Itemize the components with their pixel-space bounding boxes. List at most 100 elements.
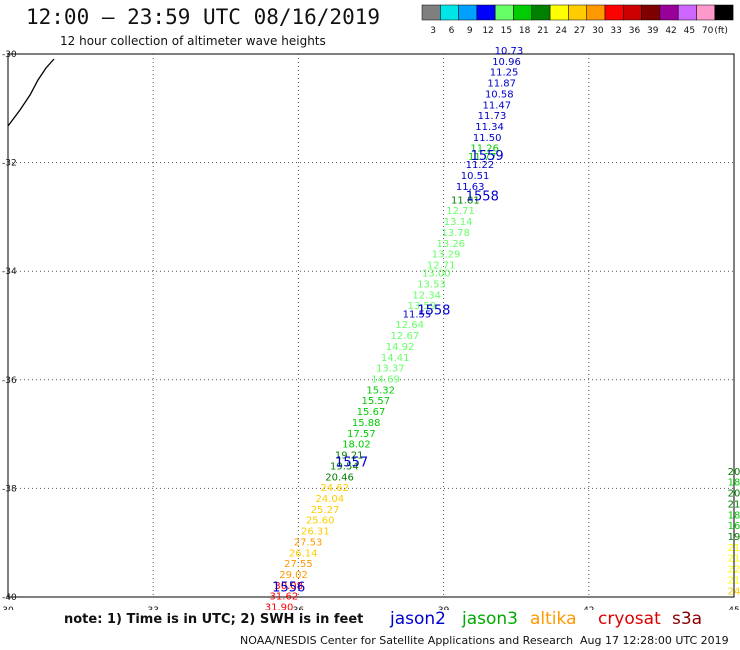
- colorbar-tick-label: 33: [610, 26, 621, 36]
- legend-entry-s3a: s3a: [672, 609, 703, 629]
- wave-height-value: 16: [728, 521, 740, 532]
- wave-height-value: 11.22: [466, 160, 495, 171]
- wave-height-value: 12.67: [391, 331, 420, 342]
- colorbar-tick-label: 27: [574, 26, 585, 36]
- legend-entry-jason3: jason3: [462, 609, 518, 629]
- wave-height-value: 10.58: [485, 89, 514, 100]
- wave-height-value: 14.69: [371, 375, 400, 386]
- pass-number-label: 1556: [272, 581, 305, 596]
- colorbar-swatch: [714, 4, 734, 21]
- colorbar-tick-label: 21: [537, 26, 548, 36]
- wave-height-value: 11.34: [475, 122, 504, 133]
- wave-height-value: 13.53: [417, 279, 446, 290]
- wave-height-value: 24: [728, 586, 740, 597]
- wave-height-value: 11.26: [470, 144, 499, 155]
- wave-height-value: 10.96: [492, 57, 521, 68]
- colorbar-tick-label: 18: [519, 26, 531, 36]
- note-text: note: 1) Time is in UTC; 2) SWH is in fe…: [64, 612, 364, 627]
- colorbar-tick-label: 9: [467, 26, 473, 36]
- wave-height-value: 24.04: [316, 494, 345, 505]
- lat-tick-label: -36: [2, 376, 17, 386]
- pass-number-label: 1558: [466, 190, 499, 205]
- wave-height-value: 12.71: [446, 206, 475, 217]
- wave-height-value: 26.31: [301, 527, 330, 538]
- lon-tick-label: 39: [438, 606, 450, 610]
- credit-text: NOAA/NESDIS Center for Satellite Applica…: [240, 634, 574, 647]
- wave-height-value: 19.21: [335, 451, 364, 462]
- wave-height-value: 11.77: [468, 152, 497, 163]
- pass-number-label: 1558: [417, 304, 450, 319]
- lon-tick-label: 42: [583, 606, 594, 610]
- wave-height-value: 13.14: [444, 217, 473, 228]
- wave-height-value: 25.27: [311, 505, 340, 516]
- wave-height-value: 25.60: [306, 516, 335, 527]
- wave-height-value: 12.64: [395, 320, 424, 331]
- wave-height-value: 21: [728, 543, 740, 554]
- colorbar-tick-label: 45: [684, 26, 695, 36]
- wave-height-value: 30.08: [274, 581, 303, 592]
- wave-height-value: 15.67: [357, 407, 386, 418]
- wave-height-value: 27.55: [284, 559, 313, 570]
- wave-height-value: 11.81: [451, 195, 480, 206]
- lon-tick-label: 30: [2, 606, 14, 610]
- map-title: 12:00 – 23:59 UTC 08/16/2019: [26, 5, 381, 29]
- colorbar-tick-label: 15: [501, 26, 512, 36]
- wave-height-value: 12.71: [427, 260, 456, 271]
- map-subtitle: 12 hour collection of altimeter wave hei…: [60, 34, 326, 48]
- wave-height-value: 12.34: [412, 290, 441, 301]
- wave-height-value: 11.55: [403, 309, 432, 320]
- lat-tick-label: -34: [2, 267, 17, 277]
- lat-tick-label: -30: [2, 50, 17, 60]
- wave-height-value: 19: [728, 532, 740, 543]
- wave-height-map: 30 33 36 39 42 45 -30 -32 -34 -36 -38 -40 10.7310.96…: [2, 46, 740, 610]
- wave-height-value: 29.02: [279, 570, 308, 581]
- wave-height-value: 11.73: [478, 111, 507, 122]
- wave-height-value: 17.57: [347, 429, 376, 440]
- wave-height-value: 15.57: [362, 396, 391, 407]
- wave-height-value: 22: [728, 565, 740, 576]
- wave-height-value: 13.37: [376, 364, 405, 375]
- wave-height-colorbar: 3 6 9 12 15 18 21 24 27 30 33 36 39 42 45 70 (ft): [421, 4, 734, 36]
- map-frame: [7, 53, 735, 598]
- pass-number-label: 1557: [335, 456, 368, 471]
- lat-tick-label: -38: [2, 484, 17, 494]
- wave-height-value: 18: [728, 478, 740, 489]
- wave-height-value: 14.41: [381, 353, 410, 364]
- colorbar-tick-label: 39: [647, 26, 659, 36]
- wave-height-value: 31.90: [265, 603, 294, 610]
- coastline: [7, 58, 55, 127]
- wave-height-value: 11.47: [483, 100, 512, 111]
- colorbar-unit-label: (ft): [714, 26, 728, 36]
- wave-height-value: 10.51: [461, 171, 490, 182]
- colorbar-tick-label: 3: [430, 26, 436, 36]
- wave-height-value: 11.63: [456, 182, 485, 193]
- wave-height-value: 15.32: [366, 385, 395, 396]
- wave-height-value: 11.25: [490, 68, 519, 79]
- legend-entry-jason2: jason2: [390, 609, 446, 629]
- wave-height-value: 11.50: [473, 133, 502, 144]
- timestamp-text: Aug 17 12:28:00 UTC 2019: [580, 634, 729, 647]
- lat-tick-label: -32: [2, 159, 17, 169]
- wave-height-value: 13.59: [407, 301, 436, 312]
- wave-height-value: 21: [728, 554, 740, 565]
- wave-height-value: 15.88: [352, 418, 381, 429]
- wave-height-value: 13.78: [441, 228, 470, 239]
- wave-height-value: 11.87: [487, 79, 516, 90]
- wave-height-value: 14.92: [386, 342, 415, 353]
- lon-tick-label: 45: [728, 606, 739, 610]
- wave-height-value: 18: [728, 510, 740, 521]
- wave-height-value: 31.62: [270, 592, 299, 603]
- wave-height-value: 13.26: [437, 239, 466, 250]
- wave-height-value: 20.46: [325, 472, 354, 483]
- wave-height-value: 21: [728, 499, 740, 510]
- wave-height-value: 13.00: [422, 269, 451, 280]
- legend-entry-altika: altika: [530, 609, 577, 629]
- colorbar-tick-label: 70: [702, 26, 714, 36]
- colorbar-tick-label: 24: [556, 26, 568, 36]
- wave-height-value: 13.29: [432, 250, 461, 261]
- wave-height-value: 21: [728, 575, 740, 586]
- pass-number-label: 1559: [471, 149, 504, 164]
- wave-height-value: 27.53: [294, 537, 323, 548]
- colorbar-tick-label: 42: [665, 26, 676, 36]
- colorbar-tick-label: 12: [482, 26, 493, 36]
